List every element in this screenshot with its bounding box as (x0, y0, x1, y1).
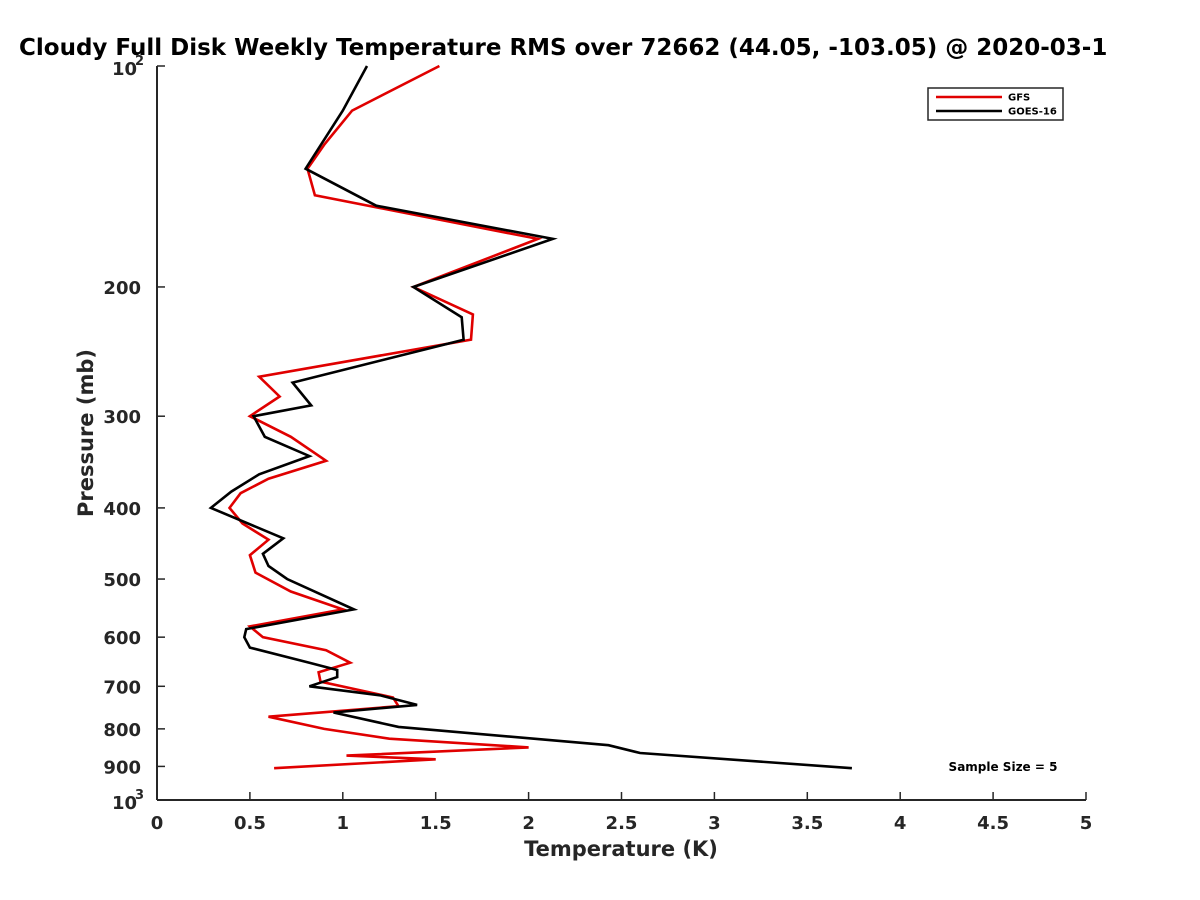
x-tick-label: 5 (1080, 813, 1093, 834)
sample-size-annotation: Sample Size = 5 (949, 760, 1058, 774)
y-tick-label-base: 10 (112, 793, 137, 814)
legend: GFS GOES-16 (927, 87, 1064, 121)
x-tick-label: 4.5 (977, 813, 1009, 834)
legend-box (927, 87, 1064, 121)
y-tick-label: 500 (103, 570, 141, 591)
y-tick-label: 600 (103, 628, 141, 649)
y-tick-label: 800 (103, 720, 141, 741)
y-tick-label: 103 (112, 788, 144, 814)
x-tick-label: 1.5 (420, 813, 452, 834)
y-axis-label: Pressure (mb) (74, 349, 98, 517)
chart-title: Cloudy Full Disk Weekly Temperature RMS … (19, 35, 1107, 61)
y-tick-label: 300 (103, 407, 141, 428)
x-tick-label: 1 (337, 813, 350, 834)
y-tick-label: 900 (103, 757, 141, 778)
y-tick-label: 700 (103, 677, 141, 698)
x-tick-label: 2 (522, 813, 535, 834)
x-ticks: 0 0.5 1 1.5 2 2.5 3 3.5 4 4.5 5 (151, 792, 1093, 834)
legend-label: GOES-16 (1008, 107, 1057, 118)
x-tick-label: 0 (151, 813, 164, 834)
series-line-goes-16 (208, 65, 852, 770)
y-tick-label: 200 (103, 278, 141, 299)
y-tick-label-base: 10 (112, 59, 137, 80)
x-tick-label: 2.5 (606, 813, 638, 834)
legend-items: GFS GOES-16 (936, 93, 1057, 118)
y-tick-label-exponent: 2 (135, 54, 144, 69)
y-tick-label: 102 (112, 54, 144, 80)
y-tick-label: 400 (103, 499, 141, 520)
series-line-gfs (227, 64, 543, 770)
plot-area: 0 0.5 1 1.5 2 2.5 3 3.5 4 4.5 5 102200300400500600… (103, 54, 1092, 834)
x-axis-label: Temperature (K) (524, 837, 718, 861)
legend-label: GFS (1008, 93, 1030, 104)
series-layer (208, 64, 852, 770)
y-tick-label-exponent: 3 (135, 788, 144, 803)
x-tick-label: 0.5 (234, 813, 266, 834)
x-tick-label: 4 (894, 813, 907, 834)
x-tick-label: 3 (708, 813, 721, 834)
x-tick-label: 3.5 (791, 813, 823, 834)
